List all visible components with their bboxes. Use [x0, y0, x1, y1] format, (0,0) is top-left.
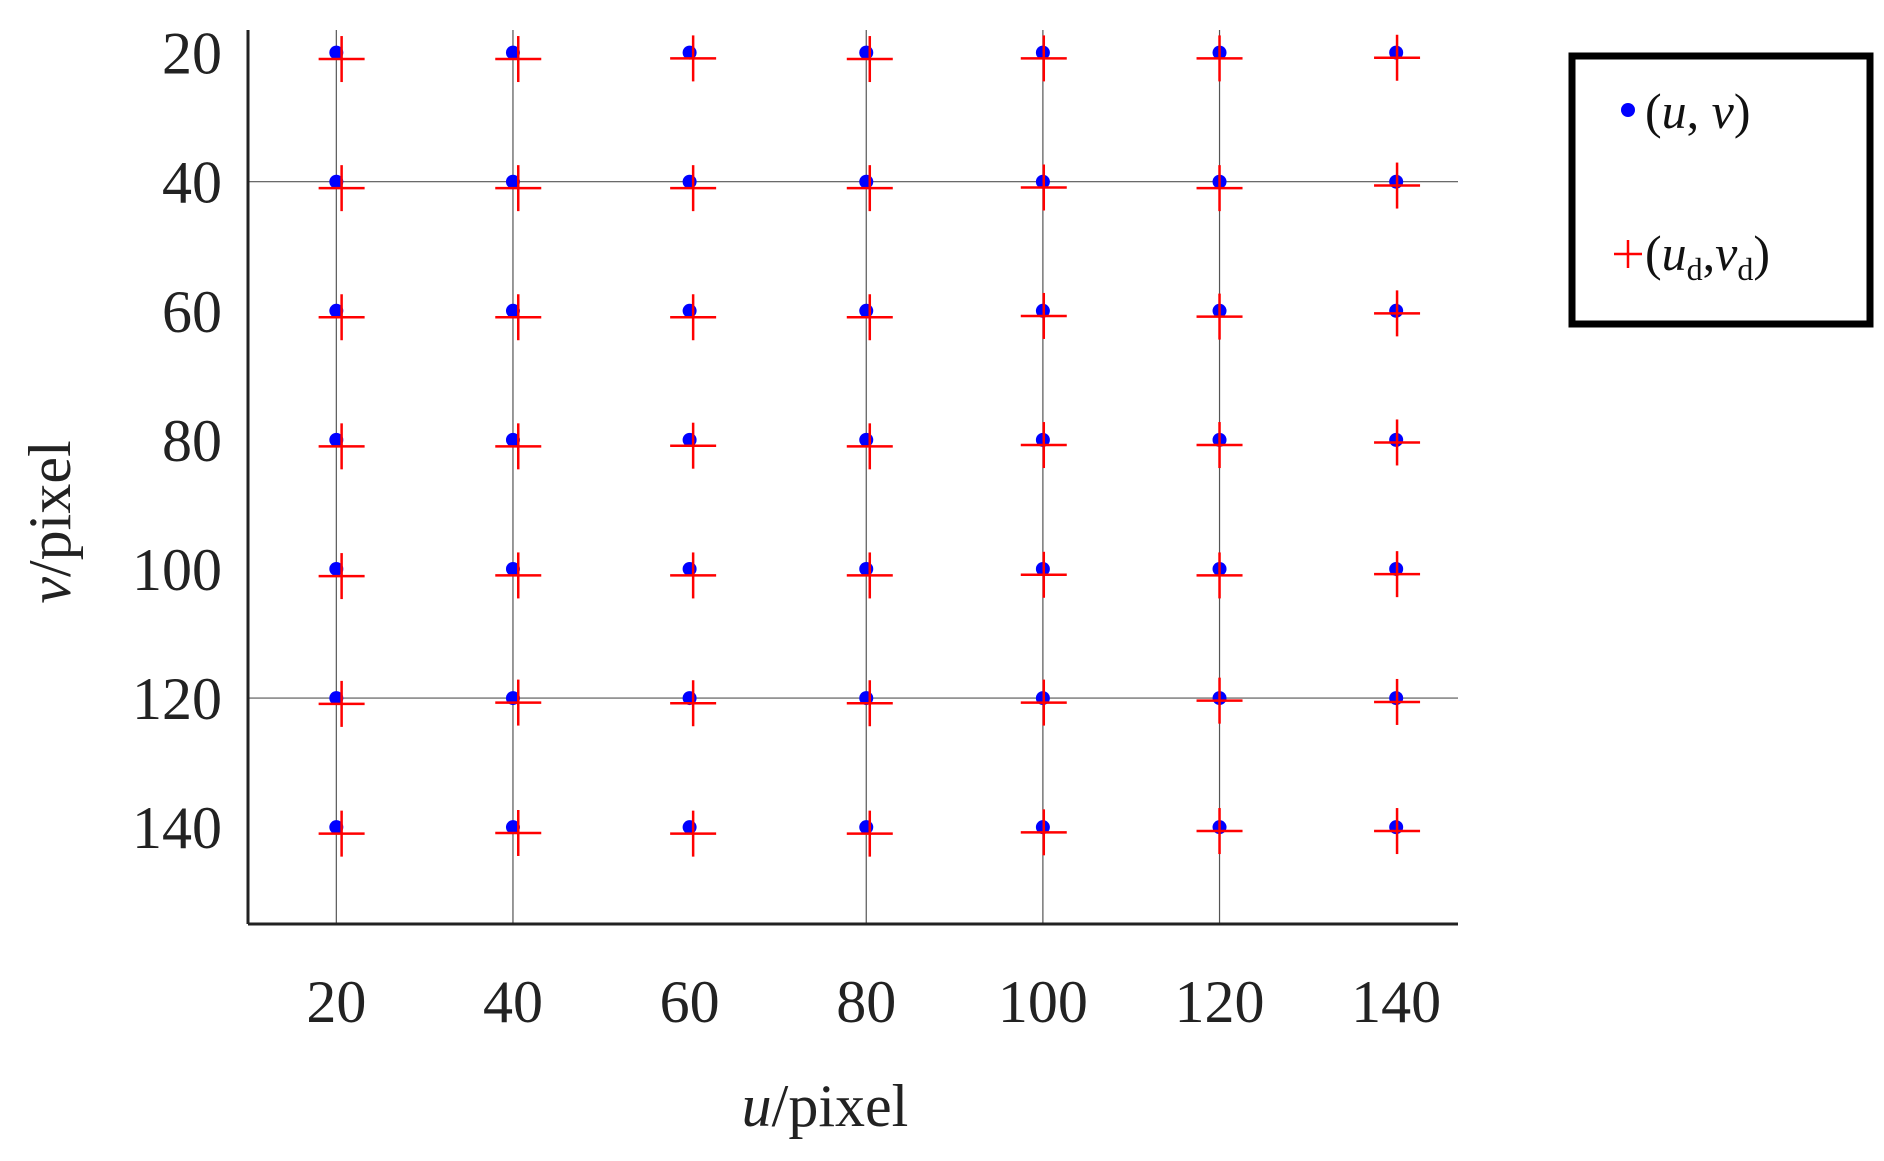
- data-point-uv: [682, 820, 697, 835]
- data-point-uv: [682, 174, 697, 189]
- data-point-udvd: [1196, 35, 1243, 82]
- data-point-uv: [682, 561, 697, 576]
- data-point-udvd: [670, 294, 717, 341]
- data-point-udvd: [846, 680, 893, 727]
- y-tick-labels: 20 40 60 80 100 120 140: [132, 21, 222, 862]
- data-point-udvd: [1020, 35, 1067, 82]
- data-point-uv: [329, 45, 344, 60]
- data-point-udvd: [1020, 422, 1067, 469]
- data-point-udvd: [1020, 679, 1067, 726]
- data-point-uv: [329, 561, 344, 576]
- y-tick-label: 40: [162, 150, 222, 216]
- data-point-udvd: [495, 423, 542, 470]
- data-point-udvd: [1196, 422, 1243, 469]
- data-point-udvd: [318, 36, 365, 83]
- data-point-udvd: [318, 294, 365, 341]
- data-point-uv: [505, 820, 520, 835]
- data-point-udvd: [670, 680, 717, 727]
- data-point-uv: [329, 820, 344, 835]
- y-tick-label: 140: [132, 795, 222, 861]
- data-point-udvd: [1196, 677, 1243, 724]
- y-axis-title: v/pixel: [17, 440, 83, 603]
- data-point-udvd: [1196, 165, 1243, 212]
- data-point-uv: [859, 820, 874, 835]
- data-point-udvd: [1020, 551, 1067, 598]
- x-tick-labels: 20 40 60 80 100 120 140: [306, 969, 1441, 1035]
- data-point-udvd: [495, 679, 542, 726]
- data-point-udvd: [846, 294, 893, 341]
- x-tick-label: 80: [836, 969, 896, 1035]
- data-point-uv: [859, 174, 874, 189]
- data-point-udvd: [670, 552, 717, 599]
- data-point-udvd: [1374, 678, 1421, 725]
- data-point-udvd: [495, 552, 542, 599]
- data-point-udvd: [1374, 290, 1421, 337]
- data-point-udvd: [1020, 164, 1067, 211]
- x-tick-label: 20: [306, 969, 366, 1035]
- x-tick-label: 40: [483, 969, 543, 1035]
- x-tick-label: 140: [1351, 969, 1441, 1035]
- data-point-uv: [859, 432, 874, 447]
- data-point-udvd: [1020, 292, 1067, 339]
- data-point-udvd: [318, 680, 365, 727]
- data-point-uv: [329, 303, 344, 318]
- data-point-udvd: [1196, 293, 1243, 340]
- legend-box: [1568, 52, 1874, 328]
- data-point-udvd: [1196, 552, 1243, 599]
- data-point-udvd: [670, 35, 717, 82]
- data-point-udvd: [1374, 162, 1421, 209]
- legend-entry-uv: (u, v): [1645, 83, 1751, 139]
- data-point-udvd: [1374, 34, 1421, 81]
- legend: (u, v) (ud,vd): [1568, 52, 1874, 328]
- data-point-udvd: [670, 165, 717, 212]
- data-point-uv: [859, 303, 874, 318]
- data-point-udvd: [318, 553, 365, 600]
- data-point-udvd: [1196, 808, 1243, 855]
- axes: [246, 30, 1458, 926]
- data-point-udvd: [846, 810, 893, 857]
- y-tick-label: 100: [132, 537, 222, 603]
- data-point-uv: [505, 432, 520, 447]
- data-point-udvd: [318, 810, 365, 857]
- data-point-uv: [859, 45, 874, 60]
- data-point-udvd: [670, 810, 717, 857]
- data-point-uv: [682, 303, 697, 318]
- y-tick-label: 80: [162, 408, 222, 474]
- data-point-udvd: [1374, 808, 1421, 855]
- data-point-uv: [505, 303, 520, 318]
- data-point-uv: [505, 174, 520, 189]
- data-point-uv: [329, 174, 344, 189]
- data-point-udvd: [846, 423, 893, 470]
- data-point-udvd: [670, 422, 717, 469]
- data-point-udvd: [318, 423, 365, 470]
- y-tick-label: 20: [162, 21, 222, 87]
- legend-dot-marker: [1621, 103, 1635, 117]
- data-point-uv: [329, 691, 344, 706]
- x-tick-label: 120: [1175, 969, 1265, 1035]
- data-point-udvd: [318, 165, 365, 212]
- data-point-udvd: [846, 552, 893, 599]
- data-point-udvd: [1374, 551, 1421, 598]
- data-point-uv: [505, 561, 520, 576]
- data-point-uv: [329, 432, 344, 447]
- data-point-udvd: [846, 165, 893, 212]
- data-point-udvd: [495, 165, 542, 212]
- data-point-udvd: [495, 294, 542, 341]
- x-tick-label: 60: [660, 969, 720, 1035]
- grid-lines: [248, 30, 1458, 924]
- data-point-udvd: [1374, 419, 1421, 466]
- x-tick-label: 100: [998, 969, 1088, 1035]
- y-tick-label: 120: [132, 666, 222, 732]
- data-point-udvd: [846, 36, 893, 83]
- data-point-udvd: [1020, 809, 1067, 856]
- data-point-udvd: [495, 809, 542, 856]
- y-tick-label: 60: [162, 279, 222, 345]
- data-point-udvd: [495, 36, 542, 83]
- data-points: [318, 34, 1421, 857]
- data-point-uv: [859, 561, 874, 576]
- data-point-uv: [505, 45, 520, 60]
- x-axis-title: u/pixel: [742, 1073, 909, 1139]
